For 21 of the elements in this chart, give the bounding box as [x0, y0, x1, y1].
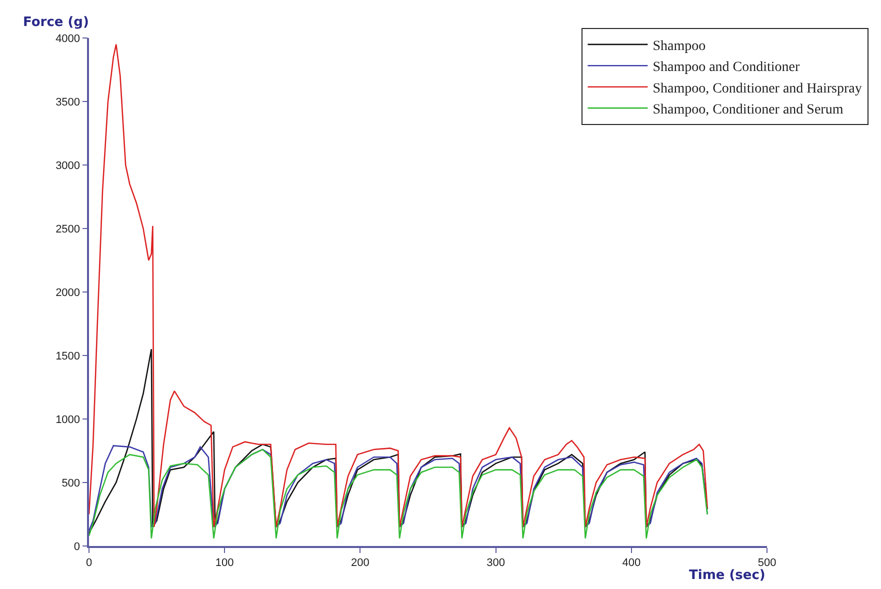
y-tick-label: 500 — [62, 477, 80, 490]
y-tick-label: 2000 — [56, 286, 80, 299]
x-tick-label: 500 — [758, 556, 776, 569]
y-tick-label: 1500 — [56, 350, 80, 362]
x-tick-label: 400 — [622, 556, 641, 569]
x-tick-label: 300 — [486, 556, 505, 569]
y-tick-label: 2500 — [56, 223, 80, 236]
y-tick-label: 3000 — [56, 160, 80, 172]
x-axis-title: Time (sec) — [689, 568, 766, 583]
y-axis-title: Force (g) — [23, 15, 89, 30]
x-tick-label: 100 — [215, 556, 234, 569]
y-tick-label: 0 — [74, 540, 80, 553]
legend-label: Shampoo and Conditioner — [652, 60, 800, 76]
x-tick-label: 0 — [86, 556, 92, 569]
y-tick-label: 1000 — [56, 414, 80, 426]
legend-label: Shampoo, Conditioner and Hairspray — [652, 81, 862, 96]
y-tick-label: 4000 — [56, 32, 80, 45]
legend-label: Shampoo, Conditioner and Serum — [652, 102, 844, 118]
x-tick-label: 200 — [351, 556, 370, 569]
y-tick-label: 3500 — [56, 96, 80, 108]
legend-label: Shampoo — [652, 38, 706, 54]
